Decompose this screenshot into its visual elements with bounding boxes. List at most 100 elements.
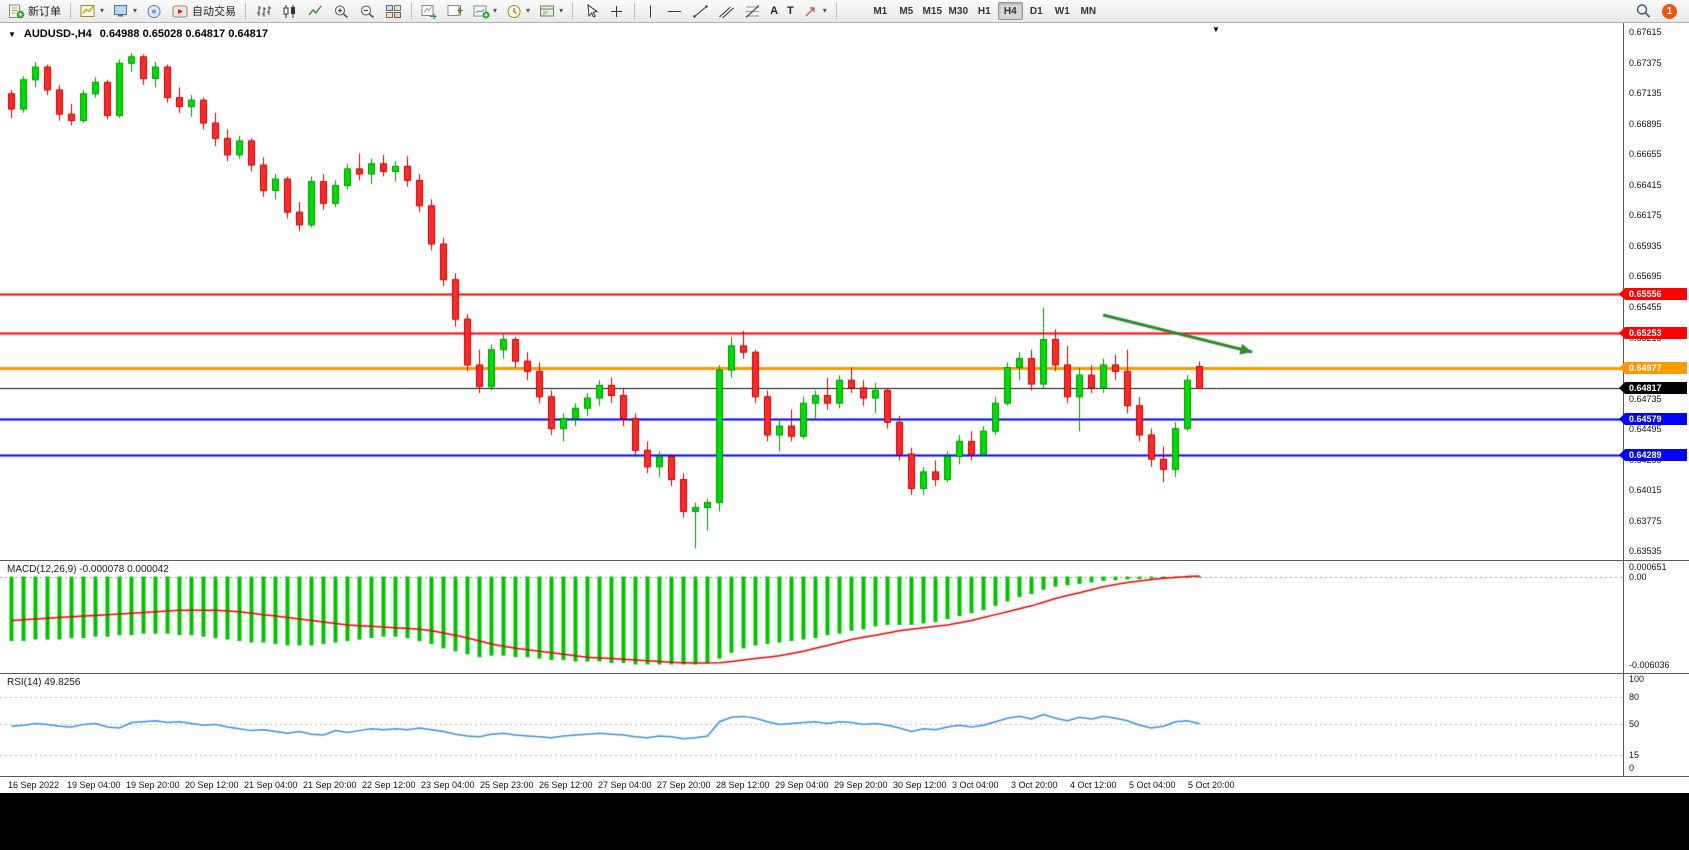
zoom-in-button[interactable]: [329, 1, 354, 21]
bottom-strip: [0, 793, 1689, 850]
bar-chart-button[interactable]: [251, 1, 276, 21]
text-label-button[interactable]: T: [783, 1, 798, 21]
autotrading-label: 自动交易: [192, 6, 237, 18]
shapes-button[interactable]: ▾: [799, 1, 831, 21]
macd-scale[interactable]: 0.000651 0.00 -0.006036: [1623, 561, 1689, 673]
time-tick-label: 30 Sep 12:00: [893, 780, 947, 790]
chevron-down-icon: ▾: [100, 6, 105, 15]
price-badge: 0.64817: [1619, 382, 1687, 395]
horizontal-line-button[interactable]: [662, 1, 687, 21]
indicators-button[interactable]: ▾: [469, 1, 501, 21]
toolbar-separator: [70, 3, 71, 19]
time-tick-label: 23 Sep 04:00: [421, 780, 475, 790]
price-badge: 0.64977: [1619, 361, 1687, 374]
new-order-icon: [9, 4, 25, 18]
auto-scroll-button[interactable]: [417, 1, 442, 21]
zoom-out-icon: [361, 5, 375, 18]
main-chart-canvas[interactable]: [0, 23, 1622, 559]
price-badge: 0.65556: [1619, 288, 1687, 301]
time-tick-label: 3 Oct 20:00: [1011, 780, 1058, 790]
rsi-canvas[interactable]: [0, 674, 1622, 776]
time-tick-label: 28 Sep 12:00: [716, 780, 770, 790]
candlestick-chart-button[interactable]: [277, 1, 302, 21]
symbol-period-label: AUDUSD-,H4: [23, 28, 92, 40]
chevron-down-icon: ▾: [822, 6, 827, 15]
price-scale[interactable]: 0.67615 0.67375 0.67135 0.66895 0.66655 0.664…: [1619, 23, 1689, 560]
periods-button[interactable]: ▾: [502, 1, 534, 21]
price-tick-label: 0.66415: [1629, 179, 1662, 190]
chevron-down-icon: ▾: [526, 6, 531, 15]
trendline-button[interactable]: [688, 1, 713, 21]
price-tick-label: 0.64015: [1629, 485, 1662, 496]
tile-windows-icon: [386, 4, 402, 18]
price-tick-label: 0.65935: [1629, 240, 1662, 251]
price-tick-label: 0.64495: [1629, 424, 1662, 435]
timeframe-button-h1[interactable]: H1: [977, 6, 991, 17]
chart-shift-icon: [447, 4, 464, 16]
cursor-button[interactable]: [578, 1, 603, 21]
vertical-line-button[interactable]: [640, 1, 661, 21]
time-tick-label: 5 Oct 20:00: [1188, 780, 1235, 790]
zoom-in-icon: [335, 5, 349, 18]
time-tick-label: 19 Sep 20:00: [126, 780, 180, 790]
rsi-tick-label: 50: [1629, 718, 1640, 729]
toolbar-separator: [634, 3, 636, 19]
rsi-tick-label: 80: [1629, 691, 1640, 702]
time-tick-label: 22 Sep 12:00: [362, 780, 416, 790]
time-axis[interactable]: 16 Sep 2022 19 Sep 04:00 19 Sep 20:00 20 Se…: [0, 776, 1689, 793]
tile-windows-button[interactable]: [381, 1, 406, 21]
search-icon[interactable]: [1635, 3, 1652, 19]
new-chart-icon: [80, 4, 95, 17]
zoom-out-button[interactable]: [355, 1, 380, 21]
time-tick-label: 20 Sep 12:00: [185, 780, 239, 790]
rsi-scale[interactable]: 100 80 50 15 0: [1623, 674, 1689, 776]
indicators-icon: [473, 5, 490, 18]
new-chart-button[interactable]: ▾: [76, 1, 108, 21]
channel-button[interactable]: [714, 1, 739, 21]
timeframe-button-h4[interactable]: H4: [997, 2, 1023, 20]
chevron-down-icon: ▾: [493, 6, 498, 15]
price-tick-label: 0.65455: [1629, 302, 1662, 313]
label-icon: T: [787, 5, 794, 17]
macd-tick-label: 0.000651: [1629, 562, 1667, 572]
autotrading-button[interactable]: 自动交易: [168, 1, 240, 21]
price-badge: 0.65253: [1619, 326, 1687, 339]
price-badge: 0.64289: [1619, 449, 1687, 462]
macd-canvas[interactable]: [0, 561, 1622, 673]
line-chart-button[interactable]: [303, 1, 328, 21]
new-order-button[interactable]: 新订单: [4, 1, 65, 21]
rsi-tick-label: 100: [1629, 674, 1645, 684]
time-tick-label: 19 Sep 04:00: [67, 780, 121, 790]
price-tick-label: 0.67135: [1629, 88, 1662, 99]
timeframe-button-mn[interactable]: MN: [1080, 6, 1097, 17]
time-tick-label: 3 Oct 04:00: [952, 780, 999, 790]
navigator-button[interactable]: [142, 1, 167, 21]
new-order-label: 新订单: [28, 6, 61, 18]
rsi-tick-label: 15: [1629, 749, 1640, 760]
templates-button[interactable]: ▾: [535, 1, 567, 21]
timeframe-button-d1[interactable]: D1: [1029, 6, 1043, 17]
channel-icon: [719, 6, 734, 18]
price-tick-label: 0.67375: [1629, 57, 1662, 68]
timeframe-button-m30[interactable]: M30: [948, 6, 968, 17]
candlestick-icon: [283, 4, 296, 18]
timeframe-button-m15[interactable]: M15: [922, 6, 942, 17]
toolbar-separator: [572, 3, 574, 19]
one-click-trading-toggle[interactable]: ▼: [8, 29, 16, 39]
time-tick-label: 5 Oct 04:00: [1129, 780, 1176, 790]
profiles-button[interactable]: ▾: [109, 1, 141, 21]
text-button[interactable]: A: [766, 1, 782, 21]
macd-tick-label: 0.00: [1629, 571, 1647, 582]
toolbar-separator: [835, 3, 837, 19]
timeframe-button-m5[interactable]: M5: [899, 6, 914, 17]
chart-shift-button[interactable]: [443, 1, 468, 21]
notification-badge[interactable]: 1: [1662, 3, 1677, 19]
fibonacci-button[interactable]: [740, 1, 765, 21]
timeframe-button-w1[interactable]: W1: [1054, 6, 1070, 17]
crosshair-button[interactable]: [604, 1, 629, 21]
price-tick-label: 0.65695: [1629, 271, 1662, 282]
timeframe-button-m1[interactable]: M1: [873, 6, 888, 17]
main-chart-panel: ▼ AUDUSD-,H4 0.64988 0.65028 0.64817 0.6…: [0, 23, 1689, 560]
chart-shift-marker[interactable]: ▼: [1212, 25, 1220, 34]
